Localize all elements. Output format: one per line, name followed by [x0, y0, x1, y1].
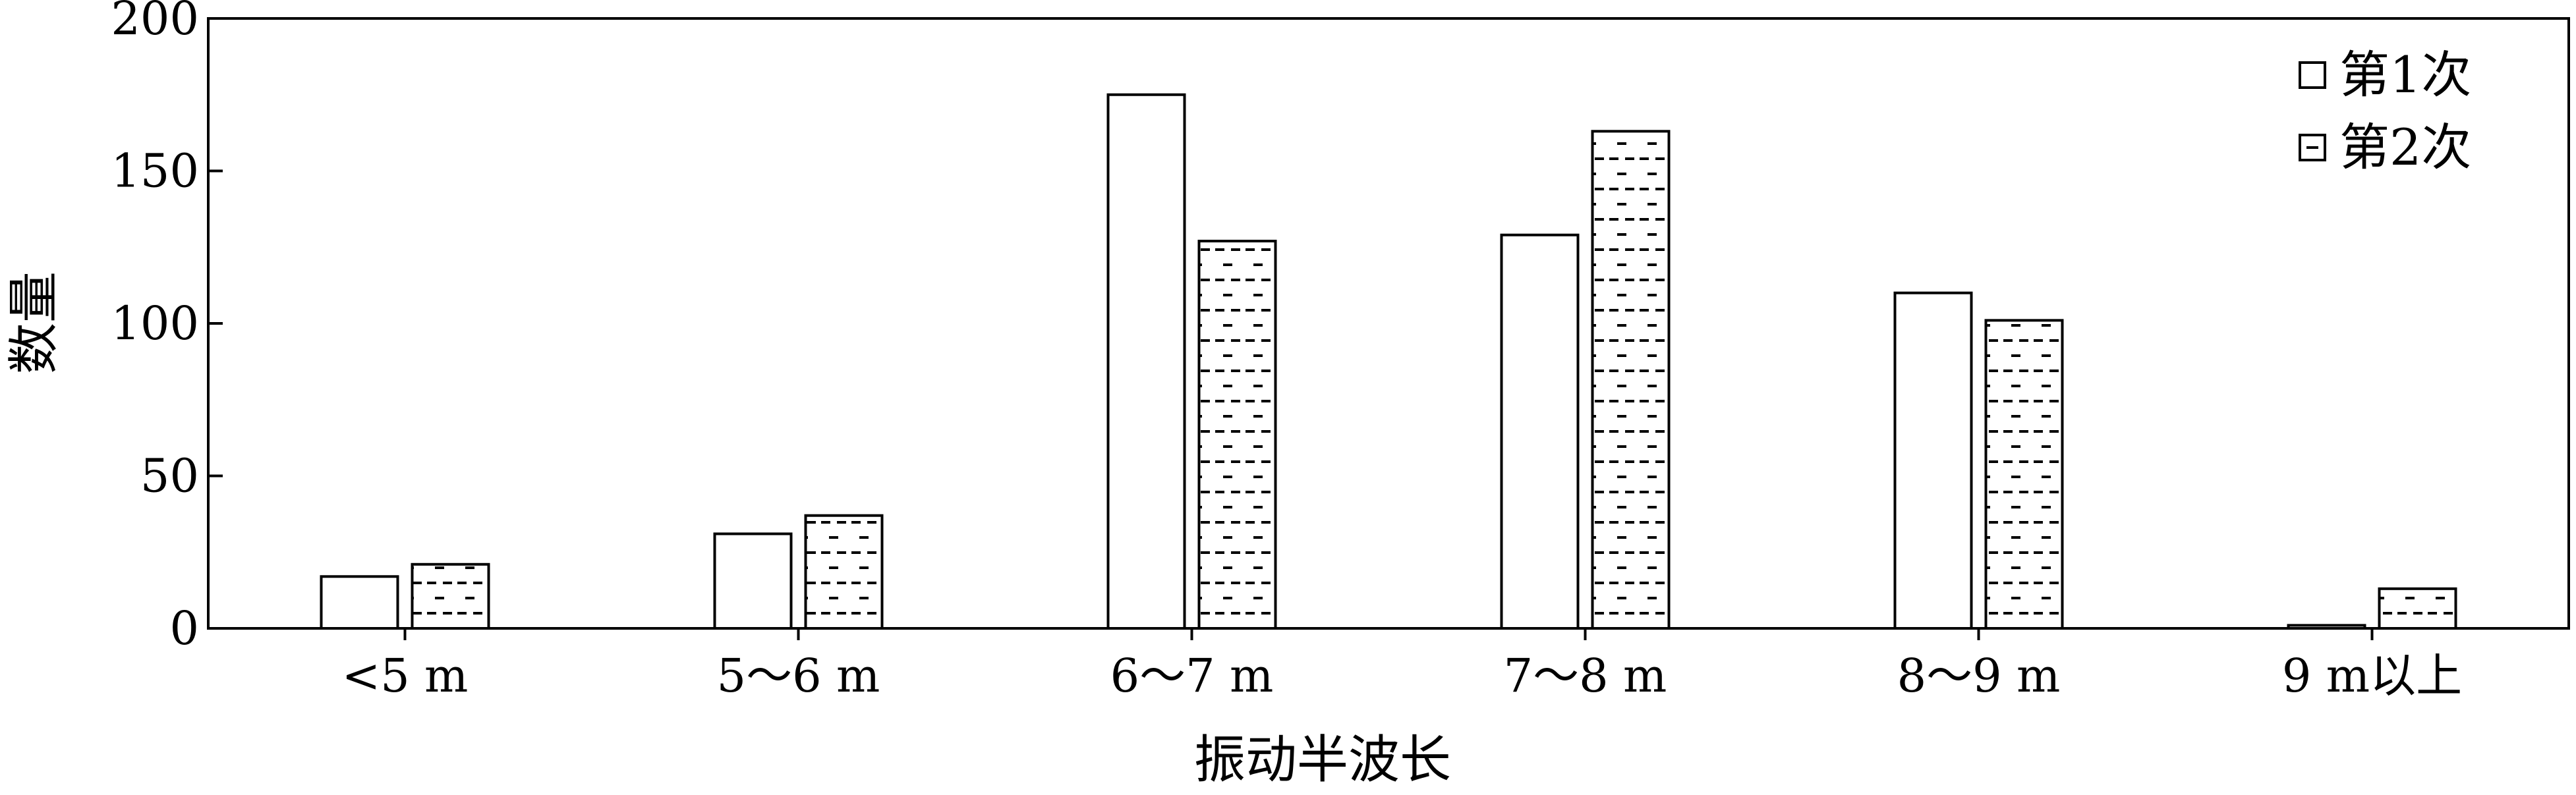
x-axis-title: 振动半波长 — [1194, 730, 1451, 790]
bar-series-1-3 — [1500, 233, 1580, 630]
bar-series-1-0 — [320, 575, 399, 630]
legend-label-series-1: 第1次 — [2339, 45, 2471, 104]
bar-series-2-2 — [1197, 239, 1277, 630]
plot-frame — [207, 17, 2570, 630]
bar-series-2-4 — [1984, 319, 2064, 630]
x-tick-label-2: 6～7 m — [1110, 649, 1274, 703]
legend: 第1次 第2次 — [2299, 45, 2471, 177]
bar-series-2-3 — [1591, 130, 1671, 630]
x-tick-label-1: 5～6 m — [717, 649, 880, 703]
y-tick-label-3: 150 — [111, 144, 199, 198]
bar-series-2-5 — [2378, 587, 2457, 630]
bar-series-1-5 — [2287, 624, 2366, 630]
x-tick-label-0: <5 m — [342, 649, 469, 703]
y-tick-label-2: 100 — [111, 296, 199, 350]
y-tick-label-4: 200 — [111, 0, 199, 45]
y-tick-label-1: 50 — [140, 449, 199, 503]
bars — [320, 93, 2457, 630]
legend-swatch-series-1 — [2299, 61, 2326, 89]
bar-series-1-4 — [1893, 291, 1973, 630]
x-tick-label-4: 8～9 m — [1897, 649, 2061, 703]
bar-series-2-1 — [804, 514, 884, 630]
bar-series-2-0 — [411, 562, 490, 630]
bar-series-1-2 — [1106, 93, 1186, 630]
y-axis: 0 50 100 150 200 — [111, 0, 223, 655]
x-tick-label-3: 7～8 m — [1504, 649, 1667, 703]
bar-series-1-1 — [713, 532, 793, 630]
x-axis: <5 m 5～6 m 6～7 m 7～8 m 8～9 m 9 m以上 — [342, 628, 2462, 703]
legend-label-series-2: 第2次 — [2339, 118, 2471, 177]
x-tick-label-5: 9 m以上 — [2282, 649, 2462, 703]
y-axis-title: 数量 — [5, 271, 64, 374]
y-tick-label-0: 0 — [169, 601, 199, 655]
